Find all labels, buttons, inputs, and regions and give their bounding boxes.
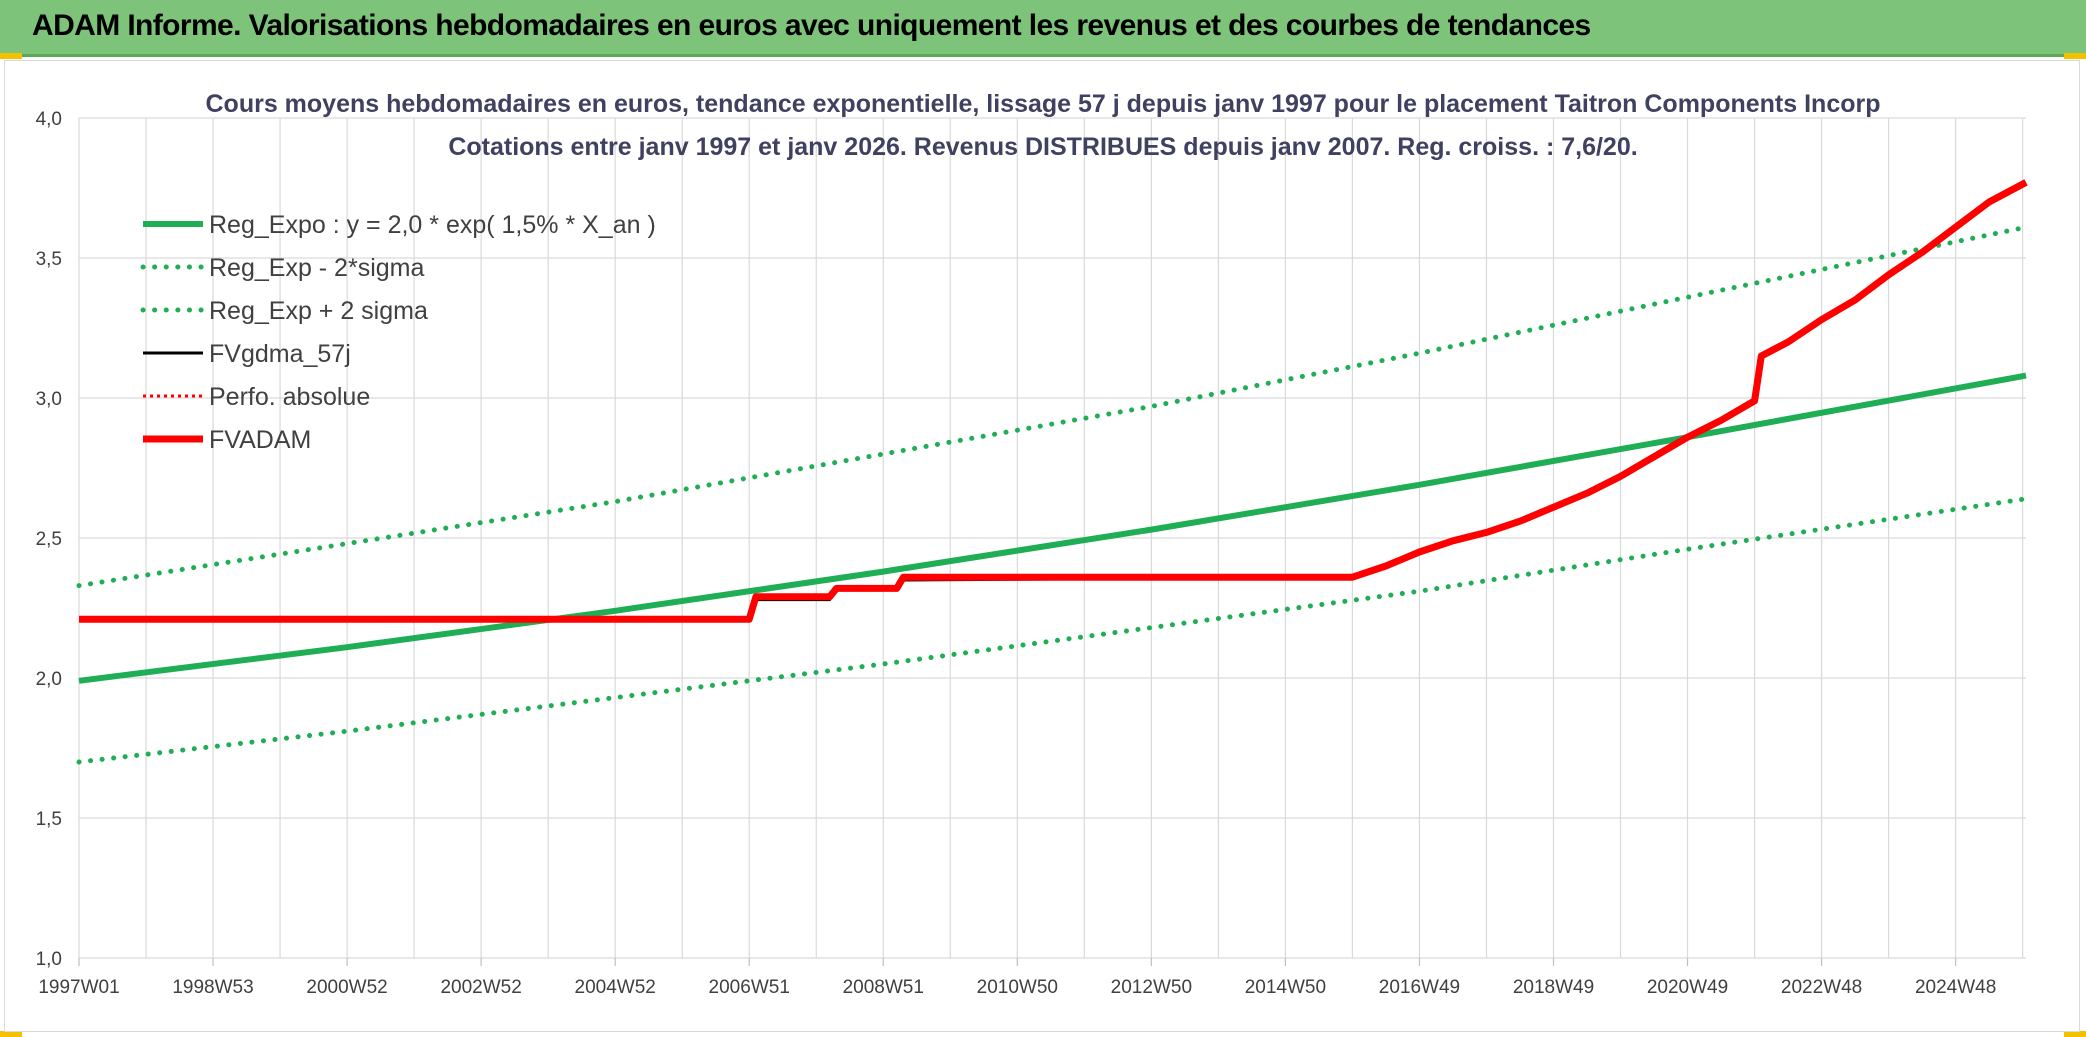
series-lines: [76, 179, 2029, 765]
y-tick-label: 2,0: [36, 669, 62, 690]
corner-accent-left: [0, 53, 22, 59]
series-line-0: [78, 372, 2027, 684]
corner-accent-bottom-left: [0, 1031, 22, 1037]
chart-subtitle: Cotations entre janv 1997 et janv 2026. …: [448, 133, 1637, 161]
x-tick-label: 1998W53: [172, 977, 253, 998]
x-tick-label: 2004W52: [575, 977, 656, 998]
x-tick-label: 2022W48: [1781, 977, 1862, 998]
series-line-3: [79, 181, 2027, 621]
x-tick-label: 1997W01: [38, 977, 119, 998]
series-line-2: [76, 224, 2029, 589]
chart-title: Cours moyens hebdomadaires en euros, ten…: [206, 90, 1881, 118]
axis-ticks: 1,0 1,5 2,0 2,5 3,0 3,5 4,0 1997W01 1998W53 2000W…: [36, 109, 1997, 998]
legend-label: Reg_Exp + 2 sigma: [209, 297, 428, 325]
x-tick-label: 2008W51: [843, 977, 924, 998]
legend-label: Perfo. absolue: [209, 383, 370, 411]
corner-accent-right: [2064, 53, 2086, 59]
y-tick-label: 3,0: [36, 389, 62, 410]
legend-label: FVADAM: [209, 426, 311, 454]
y-tick-label: 3,5: [36, 249, 62, 270]
x-tick-label: 2012W50: [1111, 977, 1192, 998]
x-tick-label: 2006W51: [709, 977, 790, 998]
grid: [78, 117, 2026, 959]
y-tick-label: 2,5: [36, 529, 62, 550]
x-tick-label: 2018W49: [1513, 977, 1594, 998]
series-line-4: [79, 181, 2027, 621]
report-title: ADAM Informe. Valorisations hebdomadaire…: [32, 9, 1591, 42]
report-banner: ADAM Informe. Valorisations hebdomadaire…: [0, 0, 2086, 57]
y-tick-label: 4,0: [36, 109, 62, 130]
x-tick-label: 2014W50: [1245, 977, 1326, 998]
x-tick-label: 2024W48: [1915, 977, 1996, 998]
legend-label: Reg_Expo : y = 2,0 * exp( 1,5% * X_an ): [209, 211, 656, 239]
series-line-5: [79, 179, 2028, 623]
series-line-1: [76, 496, 2029, 765]
x-tick-label: 2002W52: [440, 977, 521, 998]
x-tick-label: 2010W50: [977, 977, 1058, 998]
x-tick-label: 2020W49: [1647, 977, 1728, 998]
legend: Reg_Expo : y = 2,0 * exp( 1,5% * X_an ) R…: [140, 211, 656, 454]
y-tick-label: 1,0: [36, 949, 62, 970]
corner-accent-bottom-right: [2064, 1031, 2086, 1037]
x-tick-label: 2016W49: [1379, 977, 1460, 998]
legend-label: Reg_Exp - 2*sigma: [209, 254, 424, 282]
legend-label: FVgdma_57j: [209, 340, 351, 368]
x-tick-label: 2000W52: [306, 977, 387, 998]
y-tick-label: 1,5: [36, 809, 62, 830]
